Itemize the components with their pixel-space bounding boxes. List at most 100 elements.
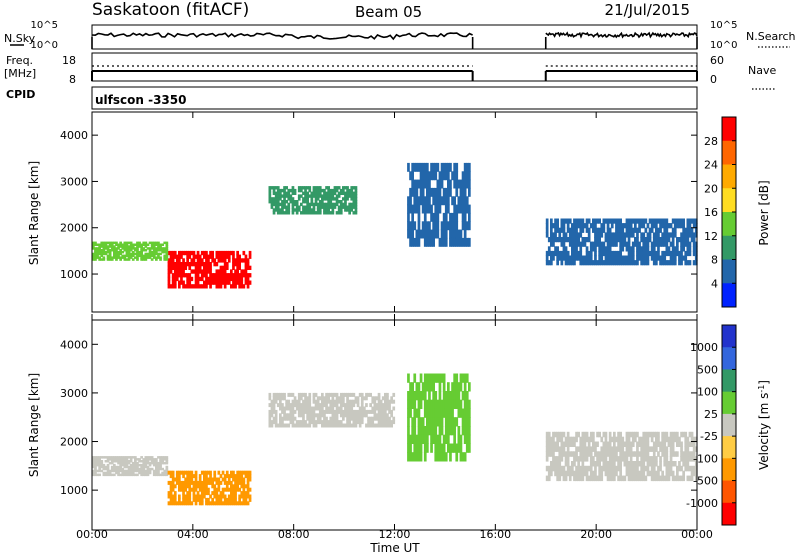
nsky-trace — [91, 31, 698, 49]
heatmap-cell — [545, 441, 549, 447]
heatmap-cell — [661, 441, 664, 447]
heatmap-cell — [692, 436, 696, 443]
heatmap-cell — [316, 194, 320, 198]
heatmap-cell — [615, 227, 618, 233]
heatmap-cell — [240, 474, 244, 479]
heatmap-cell — [413, 399, 417, 409]
heatmap-cell — [94, 461, 97, 465]
heatmap-cell — [365, 392, 368, 397]
heatmap-cell — [690, 441, 694, 447]
heatmap-cell — [682, 232, 685, 238]
heatmap-cell — [619, 461, 622, 467]
heatmap-cell — [310, 416, 314, 421]
sky-panel: N.Sky 10^5 10^0 10^5 10^0 N.Search — [4, 20, 796, 51]
heatmap-cell — [554, 223, 557, 229]
heatmap-cell — [316, 420, 320, 425]
heatmap-cell — [196, 480, 200, 485]
heatmap-cell — [203, 491, 206, 496]
heatmap-cell — [215, 491, 219, 496]
heatmap-cell — [552, 461, 555, 467]
heatmap-cell — [323, 399, 326, 404]
heatmap-cell — [297, 420, 301, 425]
heatmap-cell — [610, 470, 614, 477]
heatmap-cell — [194, 497, 198, 502]
heatmap-cell — [444, 417, 448, 427]
heatmap-cell — [123, 258, 127, 261]
heatmap-cell — [577, 475, 580, 482]
heatmap-cell — [566, 227, 570, 233]
heatmap-cell — [169, 484, 173, 489]
heatmap-cell — [194, 269, 198, 274]
heatmap-cell — [545, 431, 549, 438]
heatmap-cell — [125, 254, 129, 258]
heatmap-cell — [148, 247, 152, 250]
heatmap-cell — [455, 162, 459, 172]
heatmap-cell — [306, 406, 309, 411]
heatmap-cell — [230, 269, 233, 274]
heatmap-cell — [671, 255, 675, 261]
heatmap-cell — [96, 247, 99, 250]
heatmap-cell — [281, 392, 284, 397]
heatmap-cell — [358, 409, 362, 414]
heatmap-cell — [606, 232, 610, 238]
heatmap-cell — [585, 451, 589, 457]
heatmap-cell — [583, 260, 587, 266]
heatmap-cell — [468, 399, 471, 409]
heatmap-cell — [293, 202, 297, 207]
heatmap-cell — [587, 218, 591, 224]
heatmap-cell — [447, 399, 450, 409]
heatmap-cell — [213, 276, 217, 282]
heatmap-cell — [381, 423, 385, 428]
heatmap-cell — [148, 463, 152, 467]
heatmap-cell — [142, 458, 146, 461]
heatmap-cell — [426, 417, 429, 427]
heatmap-cell — [346, 413, 349, 418]
heatmap-cell — [348, 208, 351, 212]
heatmap-cell — [579, 255, 583, 261]
heatmap-cell — [327, 396, 330, 401]
heatmap-cell — [148, 252, 152, 256]
heatmap-cell — [575, 246, 578, 252]
heatmap-cell — [225, 254, 229, 259]
heatmap-cell — [682, 241, 685, 247]
heatmap-cell — [627, 246, 631, 252]
heatmap-cell — [337, 423, 341, 428]
date-label: 21/Jul/2015 — [605, 1, 690, 19]
heatmap-cell — [230, 284, 233, 289]
heatmap-cell — [688, 250, 692, 257]
heatmap-cell — [657, 255, 660, 261]
heatmap-cell — [104, 241, 108, 245]
heatmap-cell — [127, 467, 131, 471]
heatmap-cell — [308, 194, 312, 198]
heatmap-cell — [619, 237, 622, 243]
heatmap-cell — [175, 258, 179, 263]
heatmap-cell — [136, 252, 139, 256]
heatmap-cell — [339, 406, 343, 411]
heatmap-cell — [669, 255, 673, 261]
heatmap-cell — [592, 446, 595, 452]
heatmap-cell — [157, 247, 160, 250]
heatmap-cell — [209, 480, 212, 485]
heatmap-cell — [606, 441, 610, 447]
heatmap-cell — [468, 443, 471, 453]
heatmap-cell — [587, 441, 591, 447]
heatmap-cell — [304, 420, 307, 425]
heatmap-cell — [407, 426, 410, 436]
heatmap-cell — [550, 446, 553, 452]
heatmap-cell — [171, 470, 175, 475]
heatmap-cell — [333, 197, 337, 201]
heatmap-cell — [348, 188, 351, 193]
heatmap-cell — [453, 426, 456, 436]
heatmap-cell — [615, 451, 618, 457]
heatmap-cell — [178, 487, 181, 492]
heatmap-cell — [323, 211, 326, 215]
heatmap-cell — [585, 260, 589, 266]
heatmap-cell — [316, 403, 320, 408]
heatmap-cell — [310, 197, 314, 201]
heatmap-cell — [566, 218, 570, 224]
heatmap-cell — [178, 254, 181, 259]
heatmap-cell — [221, 269, 225, 274]
heatmap-cell — [547, 465, 551, 472]
heatmap-cell — [411, 212, 414, 222]
heatmap-cell — [356, 399, 360, 404]
